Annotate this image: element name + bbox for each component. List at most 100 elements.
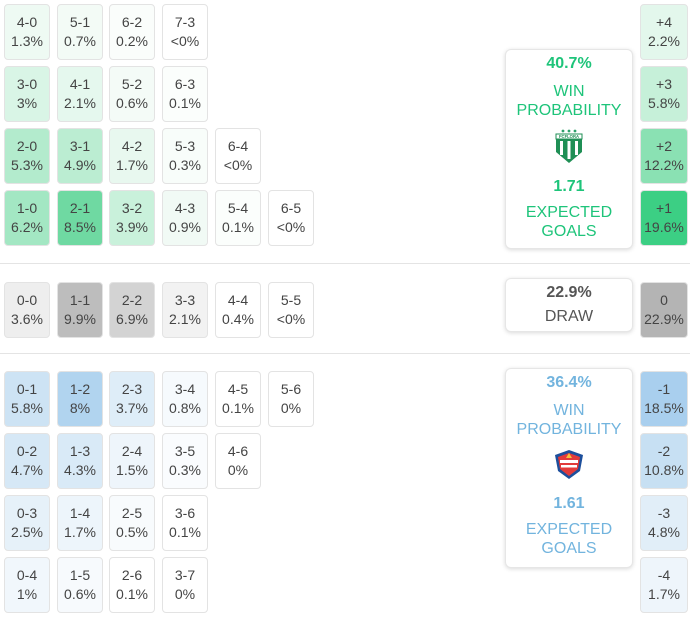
score-label: 4-4 xyxy=(227,292,249,308)
score-label: 3-4 xyxy=(174,381,196,397)
score-label: 3-0 xyxy=(16,76,38,92)
score-label: 4-6 xyxy=(227,443,249,459)
score-cell-away-0-2: 2-3 3.7% xyxy=(109,371,155,427)
away-expected-goals: 1.61 xyxy=(553,495,585,512)
score-cell-draw-2: 2-2 6.9% xyxy=(109,282,155,338)
score-cell-home-2-1: 3-1 4.9% xyxy=(57,128,103,184)
score-probability: 0.9% xyxy=(169,219,201,235)
score-label: 6-2 xyxy=(121,14,143,30)
score-probability: 5.3% xyxy=(11,157,43,173)
home-expected-goals: 1.71 xyxy=(553,178,585,195)
margin-label: -1 xyxy=(657,381,671,397)
score-label: 3-5 xyxy=(174,443,196,459)
score-label: 3-2 xyxy=(121,200,143,216)
score-probability: 0.1% xyxy=(116,586,148,602)
score-label: 3-6 xyxy=(174,505,196,521)
score-label: 4-0 xyxy=(16,14,38,30)
home-win-probability: 40.7% xyxy=(546,55,592,72)
score-label: 2-6 xyxy=(121,567,143,583)
score-label: 4-5 xyxy=(227,381,249,397)
margin-probability: 22.9% xyxy=(644,311,684,327)
score-label: 0-0 xyxy=(16,292,38,308)
score-probability: 4.3% xyxy=(64,462,96,478)
home-xg-label: EXPECTED GOALS xyxy=(525,204,613,240)
score-probability: 0.7% xyxy=(64,33,96,49)
score-cell-away-1-2: 2-4 1.5% xyxy=(109,433,155,489)
score-label: 1-2 xyxy=(69,381,91,397)
score-probability: 0.4% xyxy=(222,311,254,327)
score-cell-home-2-0: 2-0 5.3% xyxy=(4,128,50,184)
score-label: 3-7 xyxy=(174,567,196,583)
score-probability: <0% xyxy=(276,311,306,327)
score-cell-away-2-3: 3-6 0.1% xyxy=(162,495,208,551)
margin-label: +4 xyxy=(656,14,672,30)
score-label: 6-4 xyxy=(227,138,249,154)
draw-card: 22.9% DRAW xyxy=(505,278,633,332)
score-cell-away-0-5: 5-6 0% xyxy=(268,371,314,427)
score-label: 2-5 xyxy=(121,505,143,521)
score-label: 5-6 xyxy=(280,381,302,397)
goal-margin-cell: -4 1.7% xyxy=(640,557,688,613)
score-cell-home-0-3: 7-3 <0% xyxy=(162,4,208,60)
score-cell-home-1-0: 3-0 3% xyxy=(4,66,50,122)
score-cell-away-2-1: 1-4 1.7% xyxy=(57,495,103,551)
score-cell-draw-3: 3-3 2.1% xyxy=(162,282,208,338)
score-cell-home-0-0: 4-0 1.3% xyxy=(4,4,50,60)
away-win-probability: 36.4% xyxy=(546,374,592,391)
score-label: 0-1 xyxy=(16,381,38,397)
score-probability: 8% xyxy=(69,400,91,416)
goal-margin-cell: -1 18.5% xyxy=(640,371,688,427)
home-team-crest: FCFLORA xyxy=(554,128,584,169)
score-cell-home-3-1: 2-1 8.5% xyxy=(57,190,103,246)
score-cell-home-3-4: 5-4 0.1% xyxy=(215,190,261,246)
score-cell-home-3-2: 3-2 3.9% xyxy=(109,190,155,246)
score-label: 2-4 xyxy=(121,443,143,459)
margin-label: +1 xyxy=(656,200,672,216)
divider-home-draw xyxy=(0,263,690,264)
score-label: 0-2 xyxy=(16,443,38,459)
score-probability: 3% xyxy=(16,95,38,111)
away-team-crest xyxy=(552,447,586,486)
score-label: 4-3 xyxy=(174,200,196,216)
margin-label: -4 xyxy=(657,567,671,583)
score-label: 5-1 xyxy=(69,14,91,30)
score-label: 1-4 xyxy=(69,505,91,521)
score-cell-away-1-0: 0-2 4.7% xyxy=(4,433,50,489)
score-probability: <0% xyxy=(223,157,253,173)
draw-label: DRAW xyxy=(544,308,594,325)
score-probability: 1.5% xyxy=(116,462,148,478)
score-probability: 2.5% xyxy=(11,524,43,540)
score-cell-home-1-2: 5-2 0.6% xyxy=(109,66,155,122)
score-label: 1-0 xyxy=(16,200,38,216)
score-probability: 0.3% xyxy=(169,157,201,173)
score-label: 4-2 xyxy=(121,138,143,154)
score-probability: 0.1% xyxy=(169,95,201,111)
margin-probability: 5.8% xyxy=(648,95,680,111)
score-cell-away-0-3: 3-4 0.8% xyxy=(162,371,208,427)
score-probability: 0.1% xyxy=(222,219,254,235)
score-cell-away-1-4: 4-6 0% xyxy=(215,433,261,489)
score-probability: 0.6% xyxy=(64,586,96,602)
score-probability: 0.5% xyxy=(116,524,148,540)
score-probability: 0.2% xyxy=(116,33,148,49)
score-cell-home-3-3: 4-3 0.9% xyxy=(162,190,208,246)
score-cell-away-3-3: 3-7 0% xyxy=(162,557,208,613)
margin-probability: 1.7% xyxy=(648,586,680,602)
score-cell-home-0-1: 5-1 0.7% xyxy=(57,4,103,60)
score-label: 1-3 xyxy=(69,443,91,459)
margin-probability: 10.8% xyxy=(644,462,684,478)
score-probability: 3.6% xyxy=(11,311,43,327)
away-xg-label: EXPECTED GOALS xyxy=(525,521,613,557)
home-win-card: 40.7% WIN PROBABILITY FCFLORA 1.71 EXPEC… xyxy=(505,49,633,249)
score-cell-home-1-3: 6-3 0.1% xyxy=(162,66,208,122)
goal-margin-cell: +4 2.2% xyxy=(640,4,688,60)
score-label: 5-2 xyxy=(121,76,143,92)
score-probability: 5.8% xyxy=(11,400,43,416)
score-cell-away-2-2: 2-5 0.5% xyxy=(109,495,155,551)
score-label: 7-3 xyxy=(174,14,196,30)
score-probability: 4.9% xyxy=(64,157,96,173)
score-probability: 0.1% xyxy=(222,400,254,416)
score-label: 0-3 xyxy=(16,505,38,521)
score-probability: 6.9% xyxy=(116,311,148,327)
score-cell-draw-4: 4-4 0.4% xyxy=(215,282,261,338)
